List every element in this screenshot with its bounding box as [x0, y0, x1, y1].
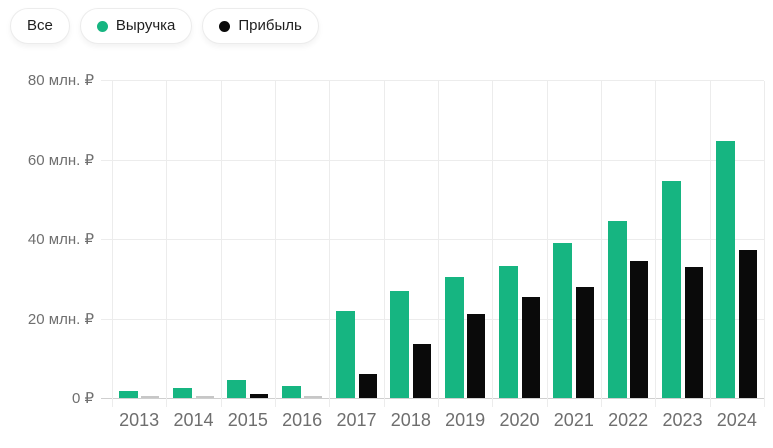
bar-revenue-2014[interactable]: [173, 388, 192, 398]
bar-revenue-2023[interactable]: [662, 181, 681, 398]
y-axis-tick-label: 80 млн. ₽: [27, 72, 94, 89]
v-gridline: [383, 81, 385, 407]
filter-revenue-label: Выручка: [115, 17, 176, 34]
x-axis-tick-label: 2018: [390, 410, 431, 430]
x-axis-tick-label: 2014: [173, 410, 214, 430]
bar-profit-2020[interactable]: [522, 297, 540, 398]
x-axis-tick-label: 2021: [553, 410, 594, 430]
bar-revenue-2013[interactable]: [119, 391, 138, 398]
bar-profit-2021[interactable]: [576, 287, 594, 398]
filter-all-button[interactable]: Все: [10, 8, 70, 44]
bar-profit-2024[interactable]: [739, 250, 757, 398]
h-gridline: [101, 159, 764, 161]
x-axis-tick-label: 2013: [119, 410, 160, 430]
bar-revenue-2015[interactable]: [227, 380, 246, 398]
h-gridline: [101, 80, 764, 81]
x-axis-tick-label: 2016: [282, 410, 323, 430]
plot-area: [101, 80, 765, 407]
y-axis-tick-label: 60 млн. ₽: [27, 151, 94, 169]
x-axis-tick-label: 2017: [336, 410, 377, 430]
bar-profit-2016[interactable]: [304, 396, 322, 398]
y-axis-tick-label: 0 ₽: [71, 390, 94, 407]
bar-revenue-2021[interactable]: [553, 243, 572, 398]
bar-profit-2018[interactable]: [413, 344, 431, 398]
x-axis-baseline: [101, 398, 764, 399]
bar-profit-2022[interactable]: [630, 261, 648, 398]
v-gridline: [709, 81, 711, 407]
bar-revenue-2018[interactable]: [390, 291, 409, 398]
x-axis-tick-label: 2023: [662, 410, 703, 430]
v-gridline: [601, 81, 602, 407]
bar-profit-2014[interactable]: [196, 396, 214, 398]
bar-revenue-2016[interactable]: [282, 386, 301, 398]
x-axis-tick-label: 2015: [227, 410, 268, 430]
v-gridline: [329, 81, 331, 407]
filter-profit-label: Прибыль: [238, 17, 302, 34]
v-gridline: [655, 81, 657, 407]
bar-profit-2019[interactable]: [467, 314, 485, 398]
v-gridline: [220, 81, 222, 407]
profit-legend-dot-icon: [219, 20, 231, 32]
bar-revenue-2017[interactable]: [336, 311, 355, 398]
v-gridline: [438, 81, 439, 407]
filter-profit-button[interactable]: Прибыль: [202, 8, 319, 44]
bar-profit-2023[interactable]: [685, 267, 703, 398]
v-gridline: [492, 81, 494, 407]
x-axis-tick-label: 2022: [608, 410, 649, 430]
bar-profit-2015[interactable]: [250, 394, 268, 398]
bar-revenue-2019[interactable]: [445, 277, 464, 398]
bar-revenue-2020[interactable]: [499, 266, 518, 398]
bar-revenue-2022[interactable]: [608, 221, 627, 398]
x-axis-tick-label: 2019: [445, 410, 486, 430]
x-axis-tick-label: 2024: [716, 410, 757, 430]
chart-filter-toolbar: Все Выручка Прибыль: [10, 8, 319, 44]
v-gridline: [275, 81, 276, 407]
y-axis-tick-label: 20 млн. ₽: [27, 310, 94, 328]
v-gridline: [166, 81, 168, 407]
bar-profit-2013[interactable]: [141, 396, 159, 398]
bar-profit-2017[interactable]: [359, 374, 377, 398]
v-gridline: [112, 81, 113, 407]
bar-revenue-2024[interactable]: [716, 141, 735, 398]
v-gridline: [546, 81, 548, 407]
filter-revenue-button[interactable]: Выручка: [79, 8, 193, 44]
revenue-legend-dot-icon: [96, 20, 108, 32]
h-gridline: [101, 239, 764, 240]
y-axis-tick-label: 40 млн. ₽: [27, 231, 94, 248]
x-axis-tick-label: 2020: [499, 410, 540, 430]
v-gridline: [764, 81, 765, 407]
h-gridline: [101, 318, 764, 320]
